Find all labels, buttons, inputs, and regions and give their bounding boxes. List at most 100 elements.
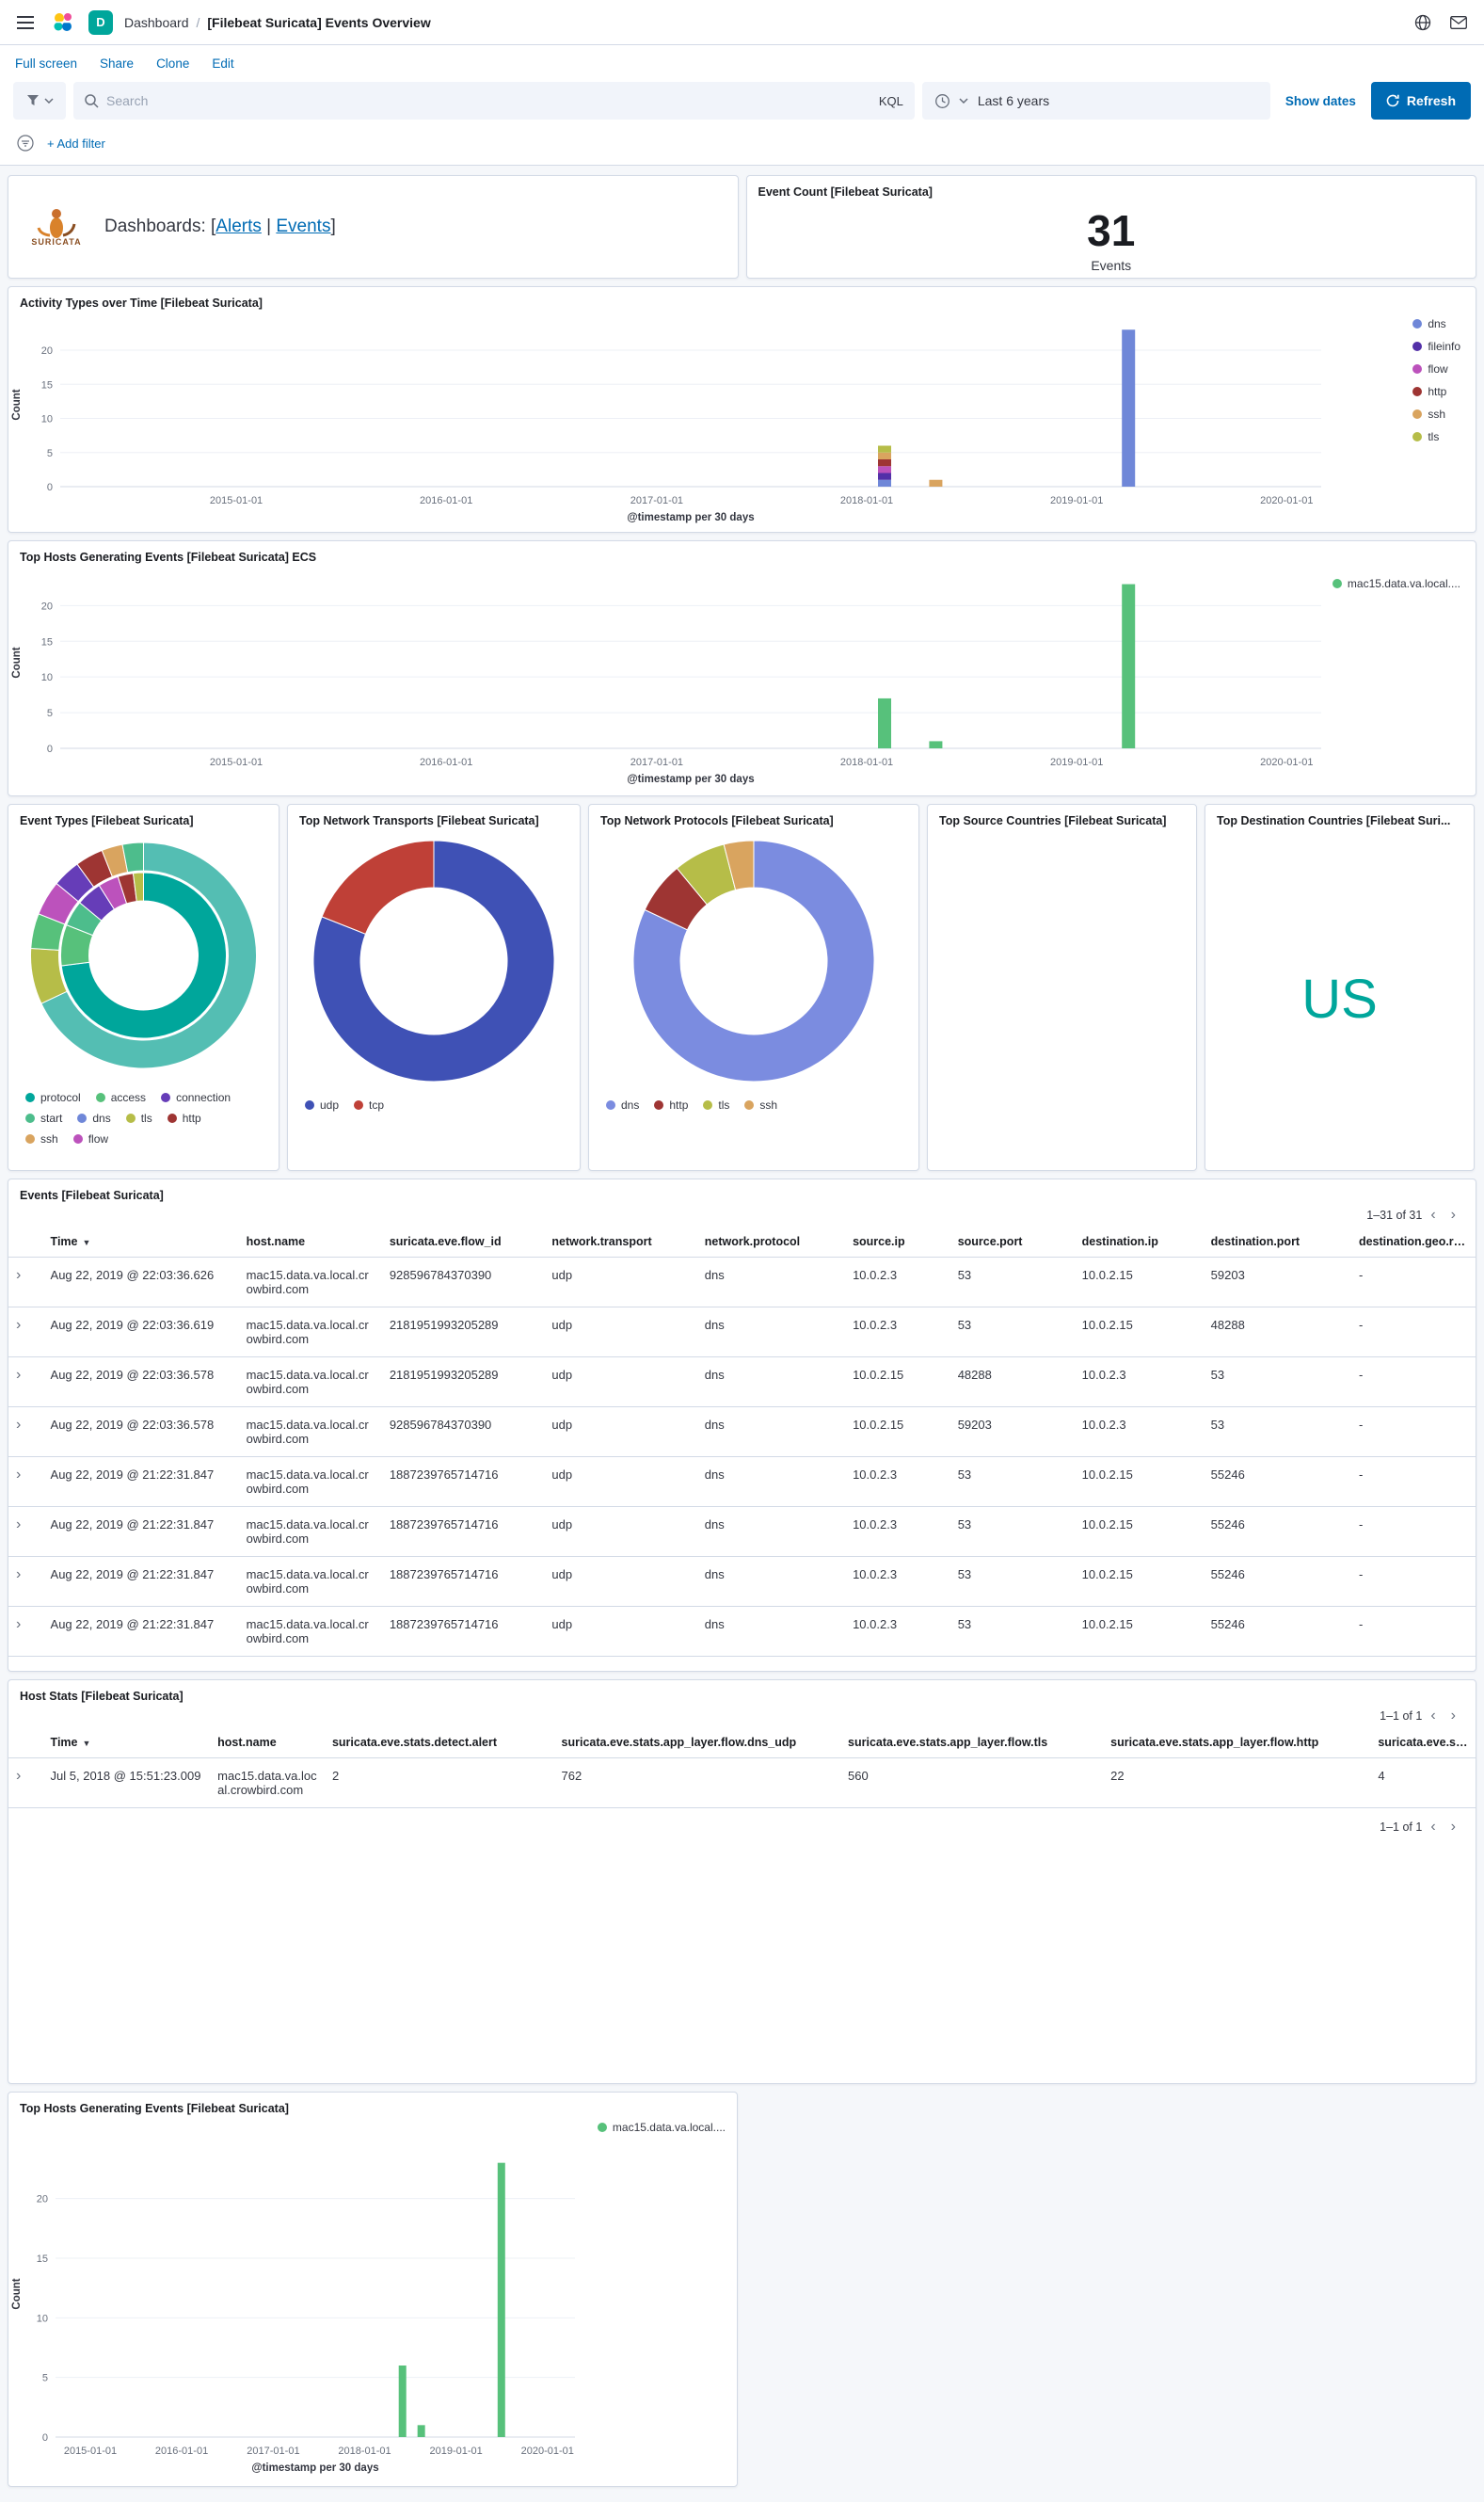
legend-item[interactable]: fileinfo [1412,340,1460,353]
column-header[interactable]: suricata.eve.flow_id [381,1227,545,1258]
bar-segment[interactable] [878,473,892,480]
column-header[interactable]: destination.ip [1074,1227,1204,1258]
legend-item[interactable]: flow [72,1132,108,1146]
pie-slice[interactable] [632,840,875,1083]
elastic-logo[interactable] [49,8,77,37]
clone-link[interactable]: Clone [156,56,190,71]
legend-item[interactable]: access [95,1091,146,1104]
legend-item[interactable]: ssh [25,1132,58,1146]
top-hosts-ecs-chart[interactable]: 0 5 10 15 20 2015-01-01 2016-01-01 2017-01-01 20… [8,566,1331,794]
legend-item[interactable]: dns [77,1112,111,1125]
column-header[interactable]: destination.port [1203,1227,1351,1258]
column-header[interactable]: network.transport [544,1227,697,1258]
legend-item[interactable]: connection [161,1091,231,1104]
column-header[interactable]: suricata.eve.stats.app_l... [1370,1727,1476,1758]
space-avatar[interactable]: D [88,9,113,35]
bar-segment[interactable] [929,741,943,748]
column-header[interactable]: suricata.eve.stats.app_layer.flow.dns_ud… [553,1727,841,1758]
legend-item[interactable]: tcp [354,1099,384,1112]
help-button[interactable] [1411,10,1435,35]
refresh-button[interactable]: Refresh [1370,82,1471,120]
share-link[interactable]: Share [100,56,135,71]
edit-link[interactable]: Edit [212,56,234,71]
next-page-button[interactable]: › [1444,1208,1462,1223]
bar-segment[interactable] [1122,329,1136,487]
pie-slice[interactable] [121,842,144,874]
expand-row-button[interactable]: › [16,1768,22,1784]
column-header[interactable]: Time ▼ [42,1227,239,1258]
legend-item[interactable]: tls [1412,430,1460,443]
column-header[interactable]: network.protocol [696,1227,846,1258]
alerts-dashboard-link[interactable]: Alerts [215,217,262,236]
legend-item[interactable]: ssh [744,1099,777,1112]
bar-segment[interactable] [497,2162,505,2437]
bar-segment[interactable] [929,479,943,487]
pie-slice[interactable] [40,842,257,1069]
expand-row-button[interactable]: › [16,1267,22,1283]
bar-segment[interactable] [878,479,892,487]
legend-item[interactable]: udp [305,1099,339,1112]
legend-item[interactable]: flow [1412,362,1460,376]
network-transports-donut[interactable] [293,829,575,1089]
show-dates-button[interactable]: Show dates [1278,94,1364,108]
legend-item[interactable]: http [654,1099,688,1112]
bar-segment[interactable] [878,452,892,459]
bar-segment[interactable] [878,466,892,473]
menu-button[interactable] [13,12,38,33]
next-page-button[interactable]: › [1444,1820,1462,1835]
pie-slice[interactable] [132,872,144,903]
legend-item[interactable]: dns [606,1099,639,1112]
next-page-button[interactable]: › [1444,1708,1462,1724]
saved-query-menu-button[interactable] [13,82,66,120]
legend-item[interactable]: ssh [1412,408,1460,421]
column-header[interactable]: host.name [210,1727,325,1758]
column-header[interactable]: suricata.eve.stats.detect.alert [324,1727,554,1758]
tag-cloud-word[interactable]: US [1301,968,1378,1030]
column-header[interactable]: suricata.eve.stats.app_layer.flow.tls [840,1727,1104,1758]
expand-row-button[interactable]: › [16,1467,22,1483]
pie-slice[interactable] [321,840,435,935]
full-screen-link[interactable]: Full screen [15,56,78,71]
column-header[interactable]: suricata.eve.stats.app_layer.flow.http [1103,1727,1371,1758]
bar-segment[interactable] [878,445,892,453]
bar-segment[interactable] [878,698,892,748]
previous-page-button[interactable]: ‹ [1424,1820,1442,1835]
legend-item[interactable]: start [25,1112,62,1125]
legend-item[interactable]: http [1412,385,1460,398]
event-types-donut[interactable] [9,829,278,1082]
pie-slice[interactable] [723,840,755,891]
legend-item[interactable]: mac15.data.va.local.... [1332,577,1460,590]
previous-page-button[interactable]: ‹ [1424,1708,1442,1724]
column-header[interactable]: source.port [949,1227,1075,1258]
legend-item[interactable]: tls [125,1112,152,1125]
column-header[interactable]: destination.geo.region_na... [1350,1227,1476,1258]
filter-options-button[interactable] [13,131,38,155]
bar-segment[interactable] [417,2425,425,2437]
bar-segment[interactable] [398,2366,407,2437]
legend-item[interactable]: mac15.data.va.local.... [597,2121,726,2134]
expand-row-button[interactable]: › [16,1566,22,1582]
bar-segment[interactable] [878,459,892,467]
add-filter-button[interactable]: + Add filter [47,136,105,151]
breadcrumb-dashboard-link[interactable]: Dashboard [124,14,189,30]
events-dashboard-link[interactable]: Events [276,217,331,236]
legend-item[interactable]: dns [1412,317,1460,330]
pie-slice[interactable] [312,840,555,1083]
newsfeed-button[interactable] [1446,12,1471,33]
previous-page-button[interactable]: ‹ [1424,1208,1442,1223]
column-header[interactable]: Time ▼ [42,1727,211,1758]
top-hosts-chart[interactable]: 0 5 10 15 20 2015-01-01 2016-01-01 2017-01-01 20… [8,2117,733,2486]
legend-item[interactable]: tls [703,1099,729,1112]
expand-row-button[interactable]: › [16,1317,22,1333]
pie-slice[interactable] [60,872,227,1039]
expand-row-button[interactable]: › [16,1417,22,1433]
legend-item[interactable]: http [167,1112,201,1125]
time-picker[interactable]: Last 6 years [921,82,1270,120]
network-protocols-donut[interactable] [594,829,914,1089]
kql-language-button[interactable]: KQL [878,93,903,108]
activity-chart[interactable]: 0 5 10 15 20 2015-01-01 2016-01-01 2017-01-01 20… [8,312,1331,532]
legend-item[interactable]: protocol [25,1091,81,1104]
search-input[interactable] [106,93,871,108]
time-range-value[interactable]: Last 6 years [977,93,1050,108]
bar-segment[interactable] [1122,584,1136,748]
